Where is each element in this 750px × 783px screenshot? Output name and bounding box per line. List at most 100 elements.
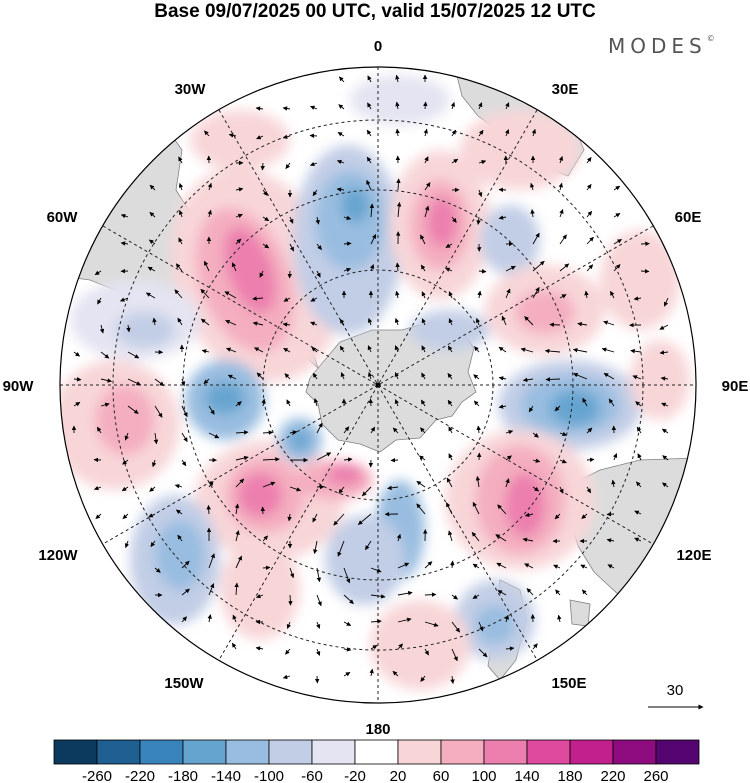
wind-arrow-icon [149,486,156,492]
wind-arrow-icon [256,372,264,380]
colorbar-tick-label: -220 [125,768,155,783]
wind-arrow-icon [608,398,615,407]
wind-arrow-icon [419,455,426,461]
wind-arrow-icon [224,291,237,299]
wind-arrow-icon [235,187,244,192]
wind-arrow-icon [559,486,564,494]
wind-arrow-icon [282,674,291,679]
wind-arrow-icon [397,643,403,650]
wind-arrow-icon [451,621,461,633]
lon-label-150e: 150E [551,675,586,692]
wind-arrow-icon [421,372,426,380]
wind-arrow-icon [421,291,426,299]
wind-arrow-icon [178,237,183,245]
wind-arrow-icon [420,234,426,245]
wind-arrow-icon [127,351,140,359]
wind-arrow-icon [448,318,453,326]
wind-arrow-icon [367,102,372,110]
south-pole-marker [375,382,381,388]
wind-arrow-icon [289,243,295,252]
wind-arrow-icon [505,102,510,110]
colorbar-swatch [526,739,571,765]
colorbar-tick-label: -100 [254,768,284,783]
wind-arrow-icon [577,321,588,327]
wind-arrow-icon [505,478,510,488]
wind-arrow-icon [581,589,588,596]
colorbar-swatch [354,739,399,765]
wind-arrow-icon [313,398,319,407]
wind-arrow-icon [175,263,183,272]
wind-arrow-icon [532,643,538,650]
wind-vectors [71,74,669,684]
wind-arrow-icon [532,432,539,438]
wind-arrow-icon [397,562,410,569]
wind-arrow-icon [559,234,567,245]
wind-arrow-icon [424,621,439,627]
wind-arrow-icon [181,560,190,569]
colorbar-swatch [225,739,270,765]
wind-arrow-icon [316,422,323,434]
wind-arrow-icon [227,374,237,380]
wind-arrow-icon [96,426,102,434]
wind-arrow-icon [451,158,459,164]
wind-arrow-icon [231,642,237,650]
wind-arrow-icon [343,672,351,677]
wind-arrow-icon [228,133,237,138]
wind-arrow-icon [366,179,372,191]
wind-arrow-icon [505,288,511,299]
wind-arrow-icon [339,345,345,353]
wind-arrow-icon [370,619,382,624]
wind-arrow-icon [339,318,345,326]
wind-arrow-icon [154,405,163,418]
wind-arrow-icon [395,262,400,272]
wind-arrow-icon [395,74,400,83]
wind-arrow-icon [498,346,507,353]
wind-arrow-icon [203,378,210,385]
reference-vector-label: 30 [667,682,684,699]
wind-arrow-icon [581,513,588,519]
wind-arrow-icon [526,588,534,596]
wind-arrow-icon [73,377,82,382]
wind-arrow-icon [262,457,280,462]
wind-arrow-icon [632,375,642,380]
wind-arrow-icon [497,590,507,596]
wind-arrow-icon [394,372,399,380]
wind-arrow-icon [478,621,484,632]
wind-arrow-icon [369,264,375,272]
wind-arrow-icon [532,287,540,299]
wind-arrow-icon [311,346,318,353]
wind-arrow-icon [366,156,372,164]
wind-arrow-icon [343,426,350,434]
wind-arrow-icon [365,540,372,551]
wind-arrow-icon [505,129,510,137]
wind-arrow-icon [366,129,372,137]
wind-arrow-icon [255,106,264,111]
wind-arrow-icon [472,501,480,515]
wind-arrow-icon [448,453,453,461]
wind-arrow-icon [420,427,426,434]
wind-arrow-icon [420,399,426,407]
colorbar-swatch [612,739,657,765]
wind-arrow-icon [498,376,507,381]
wind-arrow-icon [340,372,345,380]
wind-arrow-icon [580,564,588,569]
wind-arrow-icon [557,614,562,623]
wind-arrow-icon [200,288,210,299]
wind-arrow-icon [262,216,270,222]
wind-arrow-icon [611,479,616,488]
wind-arrow-icon [532,458,541,463]
wind-arrow-icon [282,106,291,111]
wind-arrow-icon [343,457,353,462]
wind-arrow-icon [498,187,507,193]
wind-arrow-icon [613,185,621,191]
wind-arrow-icon [475,317,481,326]
wind-arrow-icon [127,378,142,386]
wind-arrow-icon [582,397,588,407]
wind-arrow-icon [395,101,400,110]
colorbar-tick-label: 180 [557,768,582,783]
wind-arrow-icon [316,594,322,607]
wind-arrow-icon [369,668,374,677]
wind-arrow-icon [416,503,426,515]
wind-arrow-icon [544,348,561,354]
wind-arrow-icon [450,101,456,110]
